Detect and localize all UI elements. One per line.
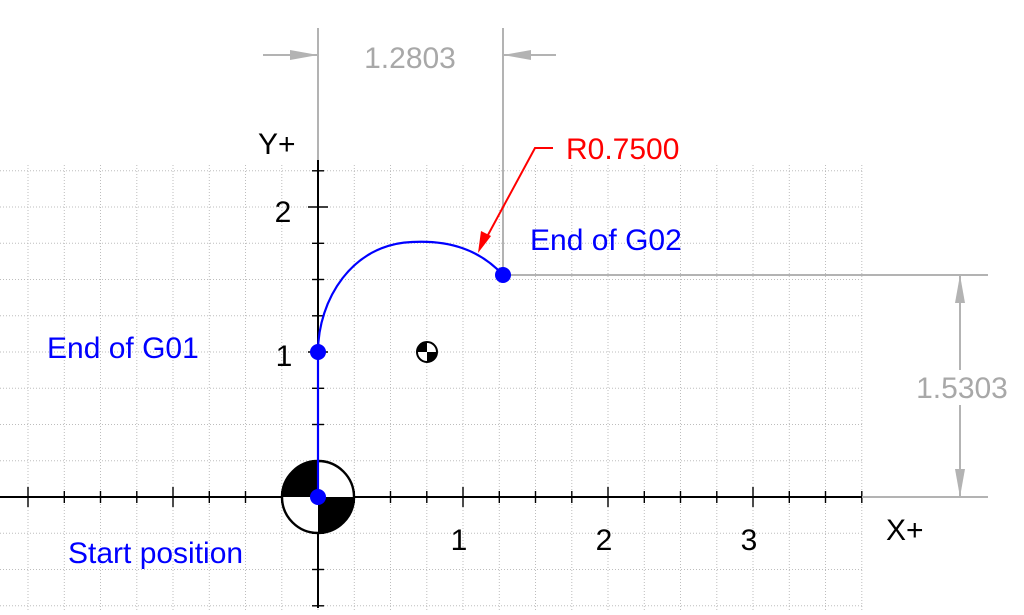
dim-horizontal-value: 1.2803: [364, 42, 456, 75]
radius-arrow: [478, 231, 491, 253]
g02-end-marker: [495, 267, 511, 283]
g01-end-marker: [310, 344, 326, 360]
start-point-marker: [310, 489, 326, 505]
dim-arrow-left: [290, 50, 318, 60]
grid: [0, 165, 863, 610]
x-tick-label-1: 1: [451, 524, 468, 557]
arc-center-icon: [416, 341, 438, 363]
start-position-label: Start position: [68, 537, 243, 570]
dim-arrow-right: [503, 50, 531, 60]
y-axis-label: Y+: [258, 128, 296, 161]
end-g01-label: End of G01: [47, 332, 199, 365]
g02-arc: [316, 240, 504, 353]
dim-arrow-bottom: [955, 469, 965, 497]
dim-arrow-top: [955, 275, 965, 303]
dim-vertical-value: 1.5303: [916, 372, 1008, 405]
radius-leader: [481, 147, 553, 247]
vertical-dimension: 1.5303: [508, 274, 1008, 498]
y-tick-label-1: 1: [276, 340, 293, 373]
x-axis-label: X+: [886, 514, 924, 547]
x-tick-label-2: 2: [596, 524, 613, 557]
horizontal-dimension: 1.2803: [263, 28, 556, 272]
y-tick-label-2: 2: [275, 196, 292, 229]
radius-callout: R0.7500: [478, 133, 679, 253]
end-g02-label: End of G02: [530, 224, 682, 257]
x-tick-label-3: 3: [741, 524, 758, 557]
radius-value: R0.7500: [566, 133, 679, 166]
tool-path: [310, 240, 511, 505]
